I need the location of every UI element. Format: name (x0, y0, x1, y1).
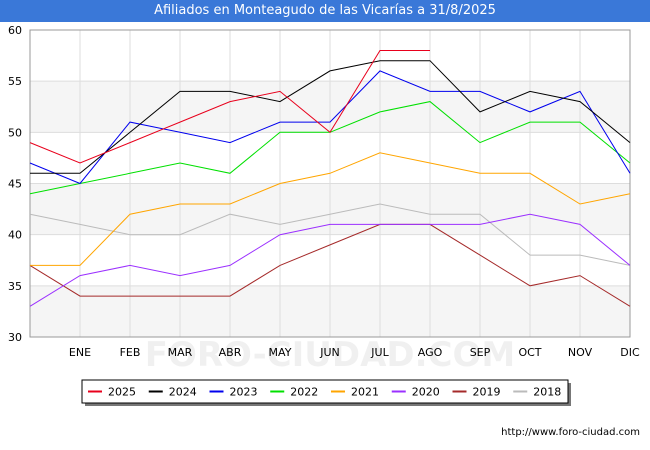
chart-title: Afiliados en Monteagudo de las Vicarías … (154, 3, 496, 18)
y-tick-label: 35 (8, 280, 22, 293)
legend-label-2024: 2024 (169, 386, 197, 399)
x-tick-label: JUL (370, 346, 389, 359)
x-tick-label: JUN (319, 346, 340, 359)
series-line-2020 (29, 213, 631, 307)
y-tick-label: 40 (8, 229, 22, 242)
title-bar (0, 0, 650, 22)
x-tick-label: ABR (219, 346, 242, 359)
x-tick-label: OCT (518, 346, 541, 359)
y-tick-label: 30 (8, 331, 22, 344)
x-tick-label: MAR (168, 346, 193, 359)
legend-label-2021: 2021 (351, 386, 379, 399)
x-tick-label: AGO (418, 346, 443, 359)
series-line-2021 (30, 152, 631, 266)
legend-label-2023: 2023 (230, 386, 258, 399)
plot-frame (29, 29, 631, 338)
source-url[interactable]: http://www.foro-ciudad.com (501, 427, 640, 438)
x-tick-label: SEP (470, 346, 491, 359)
series-line-2019 (29, 223, 631, 307)
legend-label-2022: 2022 (290, 386, 318, 399)
series-line-2024 (30, 60, 631, 174)
x-tick-label: NOV (568, 346, 593, 359)
series-line-2018 (29, 203, 631, 266)
legend (81, 379, 569, 404)
legend-label-2019: 2019 (473, 386, 501, 399)
x-tick-label: MAY (269, 346, 292, 359)
y-tick-label: 55 (8, 75, 22, 88)
y-tick-label: 60 (8, 24, 22, 37)
x-tick-label: FEB (120, 346, 141, 359)
y-tick-label: 50 (8, 126, 22, 139)
series-line-2023 (29, 70, 631, 185)
x-tick-label: ENE (69, 346, 91, 359)
watermark: FORO-CIUDAD.COM (145, 335, 516, 375)
y-tick-label: 45 (8, 178, 22, 191)
x-tick-label: DIC (620, 346, 640, 359)
series-line-2025 (29, 50, 430, 164)
legend-label-2025: 2025 (108, 386, 136, 399)
legend-label-2018: 2018 (533, 386, 561, 399)
legend-label-2020: 2020 (412, 386, 440, 399)
